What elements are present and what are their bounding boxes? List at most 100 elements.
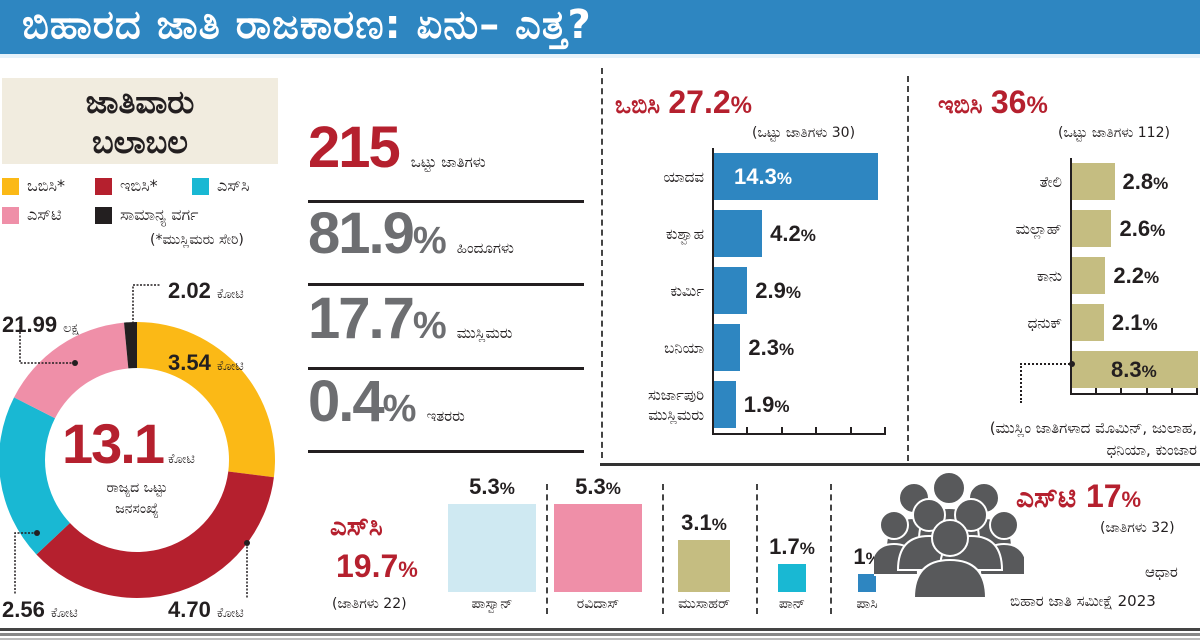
stat-divider xyxy=(308,283,584,286)
bar xyxy=(714,153,878,200)
stat-total-castes: 215 ಒಟ್ಟು ಜಾತಿಗಳು xyxy=(308,118,584,178)
legend-title-box: ಜಾತಿವಾರು ಬಲಾಬಲ xyxy=(2,78,278,164)
bar-category-label: ಕುರ್ಮಿ xyxy=(670,281,704,300)
column-divider xyxy=(546,484,548,614)
bar-value-label: 2.6% xyxy=(1119,215,1166,241)
bar-category-label: ಸುರ್ಜಾಪುರಿ ಮುಸ್ಲಿಮರು xyxy=(647,385,704,424)
donut-label-sc: 2.56 ಕೋಟಿ xyxy=(2,597,78,622)
st-subtitle: (ಜಾತಿಗಳು 32) xyxy=(1100,520,1175,536)
bar-value-label: 1.7% xyxy=(769,534,815,559)
leader-line-sc xyxy=(14,532,37,595)
bar-category-label: ಮುಸಾಹರ್ xyxy=(678,596,730,612)
ebc-bar-chart: ತೇಲಿ 2.8% ಮಲ್ಲಾಹ್ 2.6% ಕಾನು 2.2% ಧನುಕ್ 2.1% 8.3% xyxy=(900,150,1200,420)
bar-category-label: ರವಿದಾಸ್ xyxy=(576,596,620,612)
donut-center-value: 13.1 xyxy=(62,412,164,475)
bar xyxy=(1072,163,1115,200)
legend-swatch xyxy=(2,206,19,224)
ebc-name: ಇಬಿಸಿ xyxy=(938,91,983,119)
sc-subtitle: (ಜಾತಿಗಳು 22) xyxy=(332,596,407,612)
legend-swatch xyxy=(95,206,112,224)
column-divider xyxy=(830,484,832,614)
leader-dot-ebc xyxy=(244,540,250,546)
st-name: ಎಸ್‌ಟಿ xyxy=(1016,481,1077,514)
bar xyxy=(714,381,736,428)
legend-label: ಇಬಿಸಿ* xyxy=(120,176,158,195)
section-divider xyxy=(601,68,603,458)
bar-value-label: 4.2% xyxy=(770,220,816,246)
bar-value-label: 2.1% xyxy=(1111,309,1158,335)
legend-item-ebc: ಇಬಿಸಿ* xyxy=(95,176,158,196)
y-axis xyxy=(1070,158,1072,393)
stat-label: ಇತರರು xyxy=(426,407,465,425)
st-pct: 17 xyxy=(1085,478,1122,514)
bar xyxy=(554,504,642,592)
ebc-pct: 36 xyxy=(990,84,1027,120)
x-axis xyxy=(712,433,886,435)
header-banner: ಬಿಹಾರದ ಜಾತಿ ರಾಜಕಾರಣ: ಏನು– ಎತ್ತ? xyxy=(0,0,1200,58)
leader-line xyxy=(1020,363,1070,365)
legend-title: ಜಾತಿವಾರು ಬಲಾಬಲ xyxy=(2,82,278,162)
x-tick xyxy=(884,427,886,435)
legend-label: ಎಸ್‌ಸಿ xyxy=(217,176,250,195)
stat-label: ಮುಸ್ಲಿಮರು xyxy=(456,324,513,342)
bar xyxy=(714,210,763,257)
donut-slices xyxy=(0,322,275,598)
bar-category-label: ಯಾದವ xyxy=(663,167,704,186)
stat-muslims: 17.7% ಮುಸ್ಲಿಮರು xyxy=(308,289,584,356)
x-tick xyxy=(712,427,714,435)
bar-category-label: ಕುಶ್ವಾಹ xyxy=(665,224,704,243)
bar xyxy=(714,324,741,371)
column-divider xyxy=(662,484,664,614)
column-divider xyxy=(756,484,758,614)
stat-divider xyxy=(308,450,584,453)
donut-caption-line1: ರಾಜ್ಯದ ಒಟ್ಟು xyxy=(106,480,167,497)
stat-hindus: 81.9% ಹಿಂದೂಗಳು xyxy=(308,204,584,271)
x-tick xyxy=(1196,387,1198,395)
sc-bar-chart: 5.3% ಪಾಸ್ವಾನ್ 5.3% ರವಿದಾಸ್ 3.1% ಮುಸಾಹರ್ 1.7% ಪಾ… xyxy=(440,470,900,625)
footer-rule xyxy=(0,638,1200,640)
legend-footnote: (*ಮುಸ್ಲಿಮರು ಸೇರಿ) xyxy=(150,232,244,248)
x-tick xyxy=(1070,387,1072,395)
ebc-title: ಇಬಿಸಿ 36% xyxy=(938,84,1048,121)
obc-name: ಒಬಿಸಿ xyxy=(615,91,660,119)
pct-sign: % xyxy=(398,557,418,582)
source-text: ಬಿಹಾರ ಜಾತಿ ಸಮೀಕ್ಷೆ 2023 xyxy=(1010,592,1156,610)
stat-suffix: % xyxy=(412,220,447,262)
stat-value: 0.4 xyxy=(308,369,385,434)
bar-value-label: 3.1% xyxy=(681,510,727,535)
legend-swatch xyxy=(95,177,112,195)
legend-title-line1: ಜಾತಿವಾರು xyxy=(85,83,195,121)
section-divider xyxy=(907,76,909,461)
bar-value-label: 1.9% xyxy=(743,391,790,417)
bar xyxy=(1072,304,1104,341)
obc-subtitle: (ಒಟ್ಟು ಜಾತಿಗಳು 30) xyxy=(752,125,856,141)
source-label: ಆಧಾರ xyxy=(1145,563,1178,581)
page-title: ಬಿಹಾರದ ಜಾತಿ ರಾಜಕಾರಣ: ಏನು– ಎತ್ತ? xyxy=(22,2,592,48)
sc-pct: 19.7% xyxy=(336,548,418,585)
bar-category-label: ಧನುಕ್ xyxy=(1027,313,1062,332)
donut-slice xyxy=(124,322,137,369)
legend-swatch xyxy=(192,177,209,195)
obc-title: ಒಬಿಸಿ 27.2% xyxy=(615,84,752,121)
population-donut-chart: 2.02 ಕೋಟಿ 21.99 ಲಕ್ಷ 3.54 ಕೋಟಿ 2.56 ಕೋಟಿ 4.7… xyxy=(0,278,275,622)
x-tick xyxy=(746,427,749,435)
obc-pct: 27.2 xyxy=(668,84,731,120)
x-axis xyxy=(1070,393,1198,395)
x-tick xyxy=(780,427,783,435)
pct-sign: % xyxy=(1026,92,1048,119)
legend-item-sc: ಎಸ್‌ಸಿ xyxy=(192,176,249,196)
x-tick xyxy=(1145,387,1148,395)
donut-center-unit: ಕೋಟಿ xyxy=(168,452,195,467)
stat-suffix: % xyxy=(382,388,417,430)
x-tick xyxy=(1170,387,1173,395)
bar-category-label: ಪಾಸ್ವಾನ್ xyxy=(471,596,513,612)
legend-swatch xyxy=(2,177,19,195)
ebc-annotation: (ಮುಸ್ಲಿಂ ಜಾತಿಗಳಾದ ಮೊಮಿನ್, ಜುಲಾಹ, ಧನಿಯಾ, … xyxy=(989,419,1197,459)
stat-label: ಹಿಂದೂಗಳು xyxy=(456,239,514,257)
donut-slice xyxy=(14,322,129,419)
pct-sign: % xyxy=(1121,487,1142,512)
bar-value-label: 2.9% xyxy=(755,277,801,303)
legend-title-line2: ಬಲಾಬಲ xyxy=(91,123,189,161)
legend-label: ಸಾಮಾನ್ಯ ವರ್ಗ xyxy=(120,205,199,224)
footer-rule xyxy=(0,633,1200,636)
